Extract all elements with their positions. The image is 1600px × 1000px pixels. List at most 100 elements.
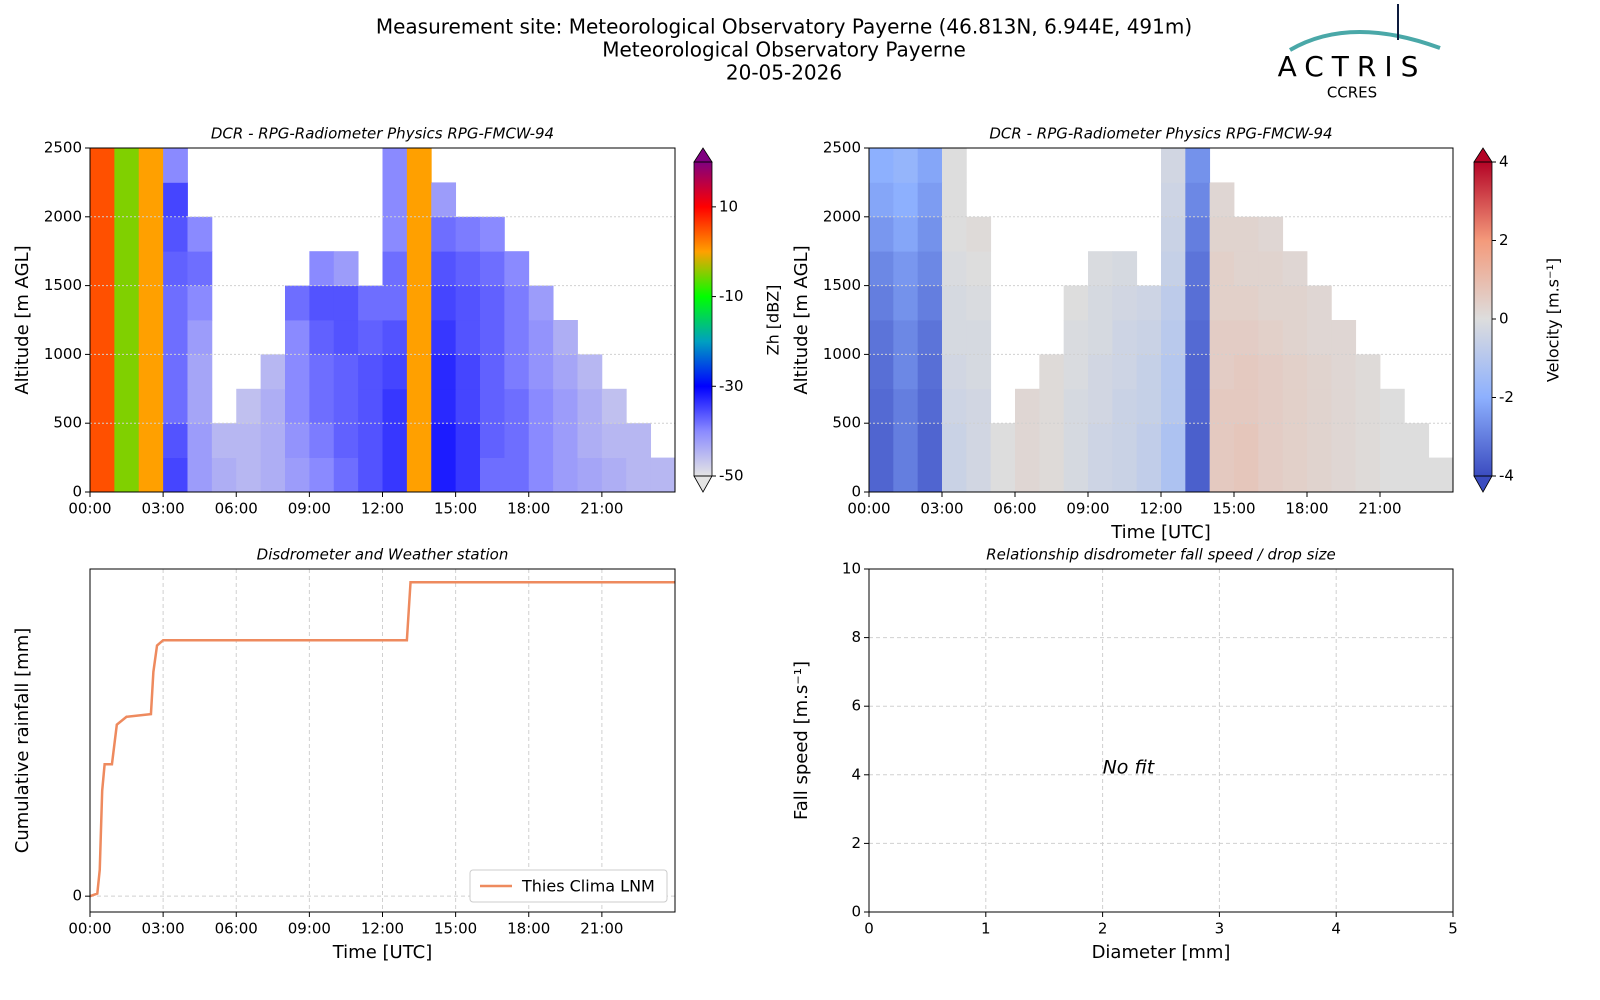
heatmap-cell — [114, 216, 140, 252]
colorbar-label: Zh [dBZ] — [764, 285, 783, 356]
x-tick-label: 09:00 — [288, 920, 331, 938]
heatmap-cell — [893, 148, 919, 183]
heatmap-cell — [1088, 251, 1113, 286]
heatmap-cell — [406, 354, 432, 390]
heatmap-cell — [285, 320, 310, 355]
heatmap-cell — [1209, 423, 1235, 458]
heatmap-cell — [528, 388, 554, 424]
heatmap-cell — [114, 423, 140, 458]
heatmap-cell — [480, 423, 505, 458]
heatmap-cell — [893, 388, 919, 424]
heatmap-cell — [1185, 216, 1211, 252]
y-tick-label: 8 — [851, 628, 861, 646]
heatmap-cell — [1185, 457, 1211, 493]
heatmap-cell — [114, 320, 140, 355]
heatmap-cell — [1136, 388, 1162, 424]
heatmap-cell — [358, 423, 383, 458]
y-axis-label: Altitude [m AGL] — [12, 245, 33, 394]
heatmap-cell — [382, 423, 408, 458]
heatmap-cell — [90, 148, 115, 183]
heatmap-cell — [1088, 285, 1113, 321]
x-tick-label: 06:00 — [215, 920, 258, 938]
heatmap-cell — [260, 423, 286, 458]
heatmap-cell — [917, 320, 943, 355]
heatmap-cell — [236, 423, 262, 458]
heatmap-cell — [1209, 354, 1235, 390]
x-tick-label: 03:00 — [920, 500, 963, 518]
heatmap-cell — [893, 354, 919, 390]
colorbar-tick-label: -4 — [1499, 467, 1514, 485]
heatmap-cell — [90, 285, 115, 321]
heatmap-cell — [309, 457, 335, 493]
colorbar-extend — [1473, 475, 1493, 493]
heatmap-cell — [869, 285, 894, 321]
heatmap-cell — [1112, 423, 1138, 458]
chart-title: DCR - RPG-Radiometer Physics RPG-FMCW-94 — [989, 125, 1332, 143]
heatmap-cell — [990, 457, 1016, 493]
heatmap-cell — [869, 216, 894, 252]
x-tick-label: 4 — [1331, 920, 1341, 938]
heatmap-cell — [187, 423, 213, 458]
heatmap-cell — [942, 320, 967, 355]
colorbar-tick-label: 0 — [1499, 310, 1509, 328]
heatmap-cell — [455, 457, 481, 493]
x-tick-label: 1 — [981, 920, 991, 938]
heatmap-cell — [869, 251, 894, 286]
heatmap-cell — [455, 354, 481, 390]
x-tick-label: 2 — [1098, 920, 1108, 938]
heatmap-cell — [1185, 182, 1211, 218]
heatmap-cell — [382, 251, 408, 286]
heatmap-cell — [1015, 457, 1040, 493]
y-tick-label: 2500 — [44, 139, 82, 157]
x-tick-label: 18:00 — [507, 920, 550, 938]
heatmap-cell — [431, 216, 457, 252]
heatmap-cell — [504, 320, 530, 355]
heatmap-cell — [114, 457, 140, 493]
heatmap-cell — [1161, 388, 1186, 424]
heatmap-cell — [382, 457, 408, 493]
heatmap-cell — [1185, 251, 1211, 286]
y-tick-label: 2000 — [44, 207, 82, 225]
heatmap-cell — [869, 354, 894, 390]
heatmap-cell — [1161, 251, 1186, 286]
logo-sub: CCRES — [1327, 84, 1377, 102]
heatmap-cell — [1161, 148, 1186, 183]
heatmap-cell — [382, 354, 408, 390]
heatmap-cell — [869, 182, 894, 218]
heatmap-cell — [1234, 457, 1259, 493]
heatmap-cell — [358, 354, 383, 390]
heatmap-cell — [431, 320, 457, 355]
heatmap-cell — [285, 388, 310, 424]
heatmap-cell — [917, 388, 943, 424]
colorbar-extend — [693, 147, 713, 163]
heatmap-cell — [942, 457, 967, 493]
heatmap-cell — [1209, 182, 1235, 218]
heatmap-cell — [333, 457, 359, 493]
heatmap-cell — [1380, 388, 1405, 424]
legend-label: Thies Clima LNM — [521, 877, 655, 896]
y-axis-label: Cumulative rainfall [mm] — [12, 628, 33, 854]
heatmap-cell — [187, 388, 213, 424]
heatmap-cell — [114, 148, 140, 183]
heatmap-cell — [577, 354, 603, 390]
heatmap-cell — [869, 320, 894, 355]
heatmap-cell — [431, 182, 457, 218]
heatmap-cell — [1185, 354, 1211, 390]
page-date: 20-05-2026 — [726, 61, 842, 85]
heatmap-cell — [1088, 457, 1113, 493]
heatmap-cell — [90, 216, 115, 252]
heatmap-cell — [138, 457, 164, 493]
heatmap-cell — [480, 354, 505, 390]
page-subtitle: Meteorological Observatory Payerne — [602, 38, 966, 62]
y-tick-label: 500 — [832, 414, 861, 432]
heatmap-cell — [431, 285, 457, 321]
heatmap-cell — [1039, 457, 1065, 493]
y-tick-label: 500 — [53, 414, 82, 432]
heatmap-cell — [1185, 423, 1211, 458]
heatmap-cell — [480, 457, 505, 493]
heatmap-cell — [382, 388, 408, 424]
heatmap-cell — [406, 457, 432, 493]
heatmap-cell — [966, 251, 992, 286]
heatmap-cell — [1112, 320, 1138, 355]
heatmap-cell — [553, 354, 578, 390]
